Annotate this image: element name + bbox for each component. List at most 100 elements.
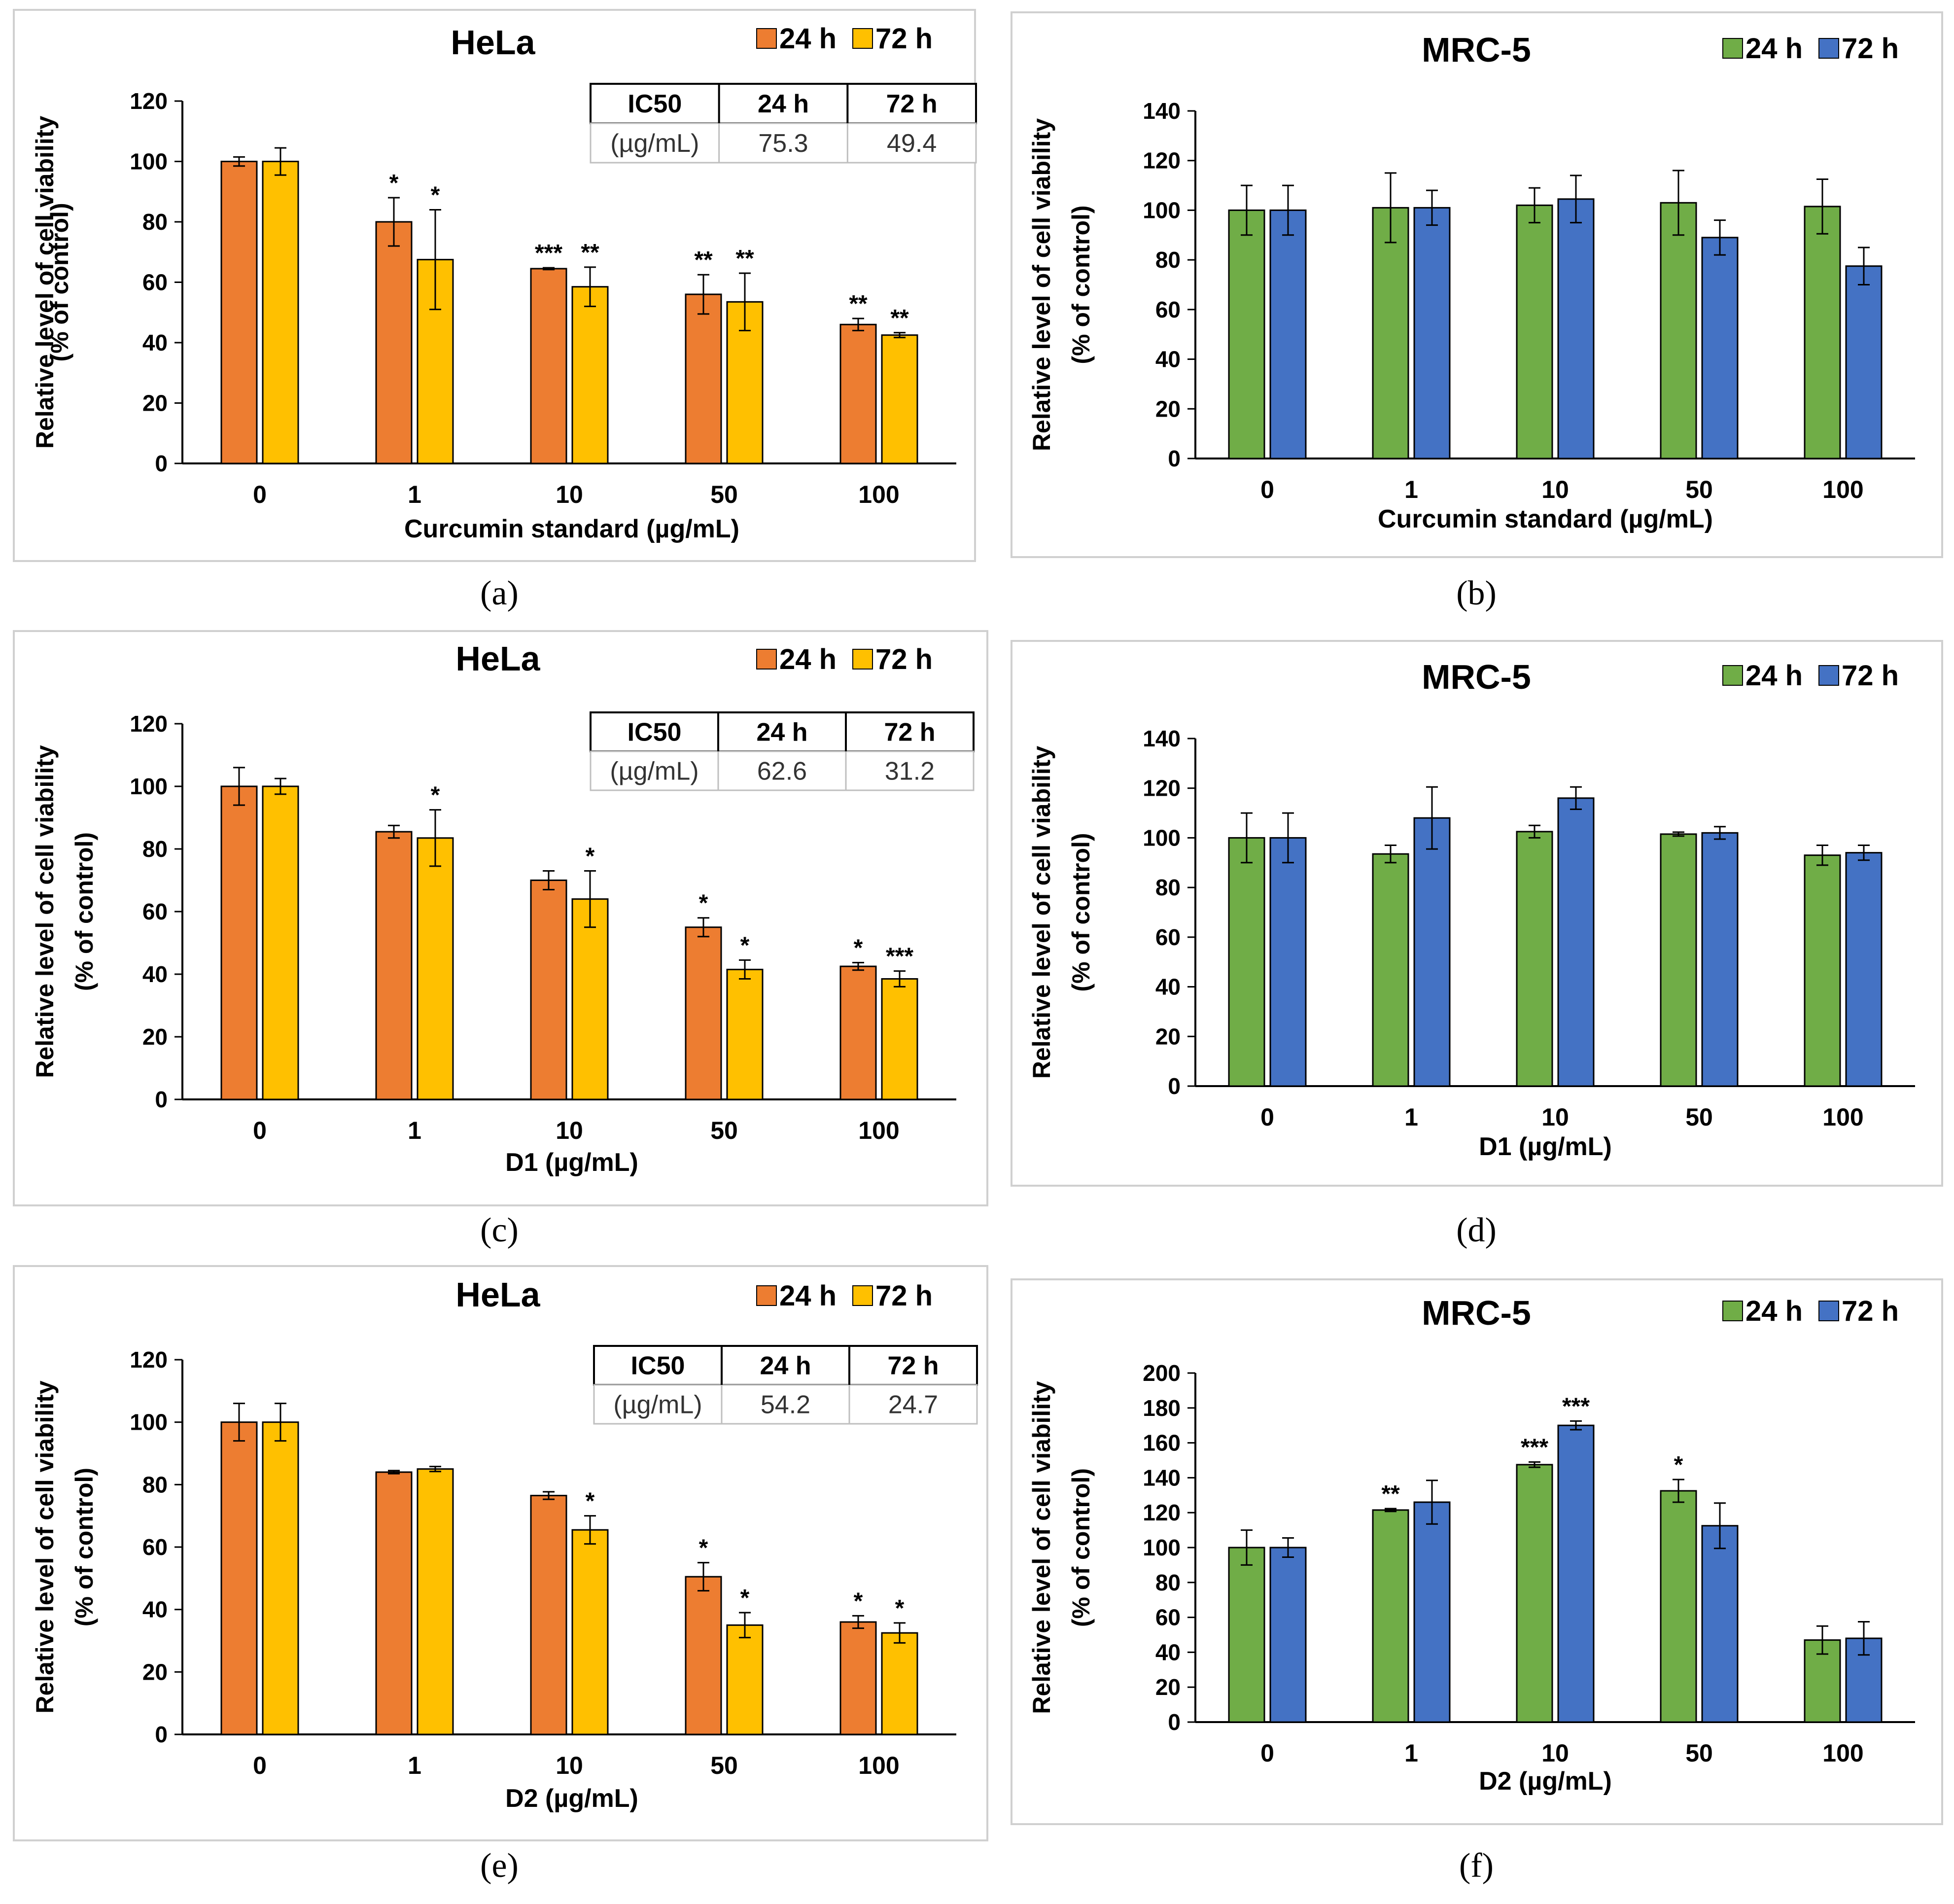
bar-24h-0 (1228, 209, 1265, 459)
bar-24h-10 (1516, 204, 1553, 459)
bar-24h-0 (1228, 837, 1265, 1087)
y-axis-label-line1: Relative level of cell viability (1028, 118, 1055, 452)
bar-24h-50 (685, 926, 722, 1100)
legend-swatch-24h (1722, 1301, 1743, 1321)
chart-title: HeLa (455, 639, 540, 678)
bar-72h-50 (726, 968, 764, 1100)
panel-border (13, 9, 976, 562)
x-tick-label: 50 (710, 1117, 738, 1144)
bar-72h-10 (1557, 797, 1595, 1087)
significance-marker: *** (1521, 1435, 1548, 1461)
bar-24h-50 (1660, 833, 1697, 1087)
x-tick-label: 0 (1260, 1103, 1274, 1131)
y-tick-label: 80 (142, 209, 168, 235)
significance-marker: ** (1381, 1481, 1400, 1507)
legend-label-72h: 72 h (1842, 1295, 1899, 1327)
panel-caption: (d) (1456, 1211, 1497, 1249)
legend-swatch-24h (1722, 38, 1743, 59)
y-tick-label: 120 (130, 88, 168, 114)
bar-72h-0 (262, 1421, 299, 1735)
y-tick-label: 20 (142, 1659, 168, 1685)
chart-title: MRC-5 (1422, 31, 1531, 69)
significance-marker: * (1674, 1452, 1683, 1478)
legend-label-24h: 24 h (779, 643, 837, 675)
bar-24h-0 (220, 1421, 258, 1735)
chart-title: HeLa (451, 23, 535, 62)
ic50-table-value-cell: 62.6 (757, 757, 807, 786)
ic50-table-header-cell: 72 h (884, 718, 935, 747)
y-tick-label: 40 (1155, 1639, 1181, 1665)
bar-72h-10 (571, 286, 609, 464)
x-tick-label: 10 (1541, 1739, 1569, 1767)
significance-marker: * (431, 782, 440, 809)
y-tick-label: 80 (1155, 247, 1181, 273)
bar-72h-1 (417, 1468, 454, 1735)
panel-caption: (c) (480, 1211, 519, 1249)
legend-label-24h: 24 h (1745, 33, 1803, 65)
x-tick-label: 10 (1541, 1103, 1569, 1131)
panel-caption: (e) (480, 1847, 519, 1885)
y-tick-label: 120 (1143, 776, 1181, 801)
y-tick-label: 0 (155, 451, 168, 476)
panel-border (13, 1265, 988, 1841)
x-tick-label: 1 (408, 1117, 421, 1144)
ic50-table-header-cell: 72 h (887, 1352, 939, 1380)
x-tick-label: 100 (858, 481, 899, 508)
bar-72h-10 (571, 898, 609, 1100)
panel-caption: (b) (1456, 574, 1497, 612)
significance-marker: * (699, 890, 708, 917)
bar-72h-1 (1413, 817, 1451, 1087)
panel-border (1011, 1278, 1943, 1825)
bar-24h-50 (1660, 1490, 1697, 1723)
panel-caption: (f) (1459, 1847, 1494, 1885)
ic50-table: IC50 24 h 72 h (µg/mL) 75.3 49.4 (590, 83, 977, 164)
x-tick-label: 0 (1260, 476, 1274, 503)
legend-swatch-24h (756, 649, 777, 670)
legend-swatch-72h (852, 1285, 873, 1306)
y-tick-label: 120 (1143, 148, 1181, 174)
chart-title: MRC-5 (1422, 658, 1531, 696)
x-tick-label: 1 (1404, 1739, 1418, 1767)
bar-72h-1 (1413, 207, 1451, 459)
y-tick-label: 0 (155, 1722, 168, 1747)
x-tick-label: 0 (253, 481, 267, 508)
bar-24h-100 (839, 965, 877, 1100)
x-tick-label: 10 (1541, 476, 1569, 503)
ic50-table-header-cell: 24 h (758, 90, 809, 118)
significance-marker: *** (1562, 1393, 1590, 1419)
y-tick-label: 60 (1155, 297, 1181, 322)
y-axis-label-line2: (% of control) (46, 203, 73, 361)
bar-24h-100 (1804, 854, 1841, 1087)
bar-24h-100 (839, 1621, 877, 1735)
x-tick-label: 1 (408, 1752, 421, 1779)
bar-24h-10 (530, 880, 567, 1100)
legend-swatch-24h (756, 1285, 777, 1306)
chart-title: MRC-5 (1422, 1294, 1531, 1332)
x-tick-label: 0 (1260, 1739, 1274, 1767)
ic50-table: IC50 24 h 72 h (µg/mL) 62.6 31.2 (590, 711, 975, 791)
bar-24h-1 (375, 1471, 413, 1735)
ic50-table-value-cell: (µg/mL) (610, 129, 699, 158)
bar-72h-0 (1269, 837, 1307, 1087)
significance-marker: *** (535, 240, 562, 266)
x-tick-label: 1 (408, 481, 421, 508)
bar-72h-0 (1269, 1547, 1307, 1723)
bar-72h-0 (1269, 209, 1307, 459)
y-tick-label: 120 (130, 711, 168, 737)
y-tick-label: 80 (142, 836, 168, 862)
legend-swatch-72h (1818, 665, 1839, 686)
x-tick-label: 100 (1822, 476, 1863, 503)
chart-title: HeLa (455, 1275, 540, 1314)
bar-24h-50 (685, 1576, 722, 1735)
bar-24h-1 (1372, 207, 1409, 459)
y-tick-label: 0 (1168, 1073, 1181, 1099)
x-tick-label: 1 (1404, 476, 1418, 503)
y-tick-label: 80 (1155, 875, 1181, 900)
bar-72h-50 (726, 1624, 764, 1735)
y-tick-label: 160 (1143, 1430, 1181, 1456)
bar-72h-100 (881, 1632, 918, 1735)
bar-72h-50 (1701, 832, 1739, 1087)
ic50-table-value-cell: 24.7 (888, 1391, 938, 1419)
panel-caption: (a) (480, 574, 519, 612)
bar-72h-10 (571, 1529, 609, 1735)
